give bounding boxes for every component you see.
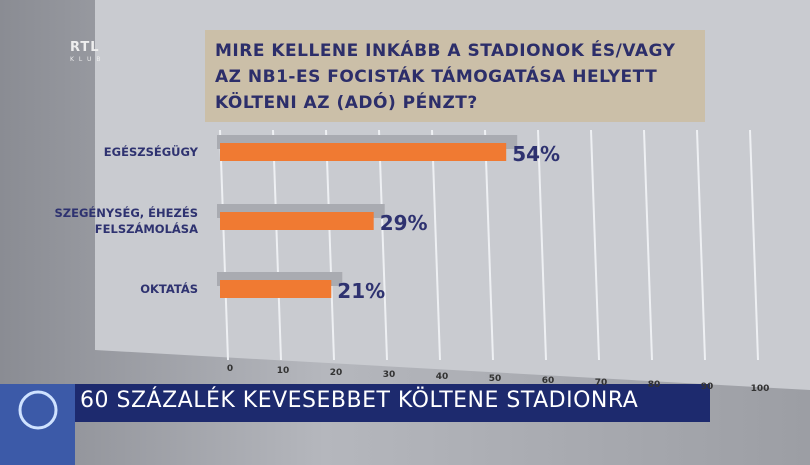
x-tick-label: 90: [700, 382, 714, 392]
channel-logo: [18, 390, 58, 430]
x-tick-label: 10: [276, 366, 290, 376]
x-tick-label: 60: [541, 376, 555, 386]
grid-line: [272, 129, 282, 361]
logo-box: [0, 384, 75, 465]
value-label: 21%: [337, 279, 386, 303]
bar: [220, 212, 374, 230]
grid-line: [696, 129, 706, 361]
x-tick-label: 0: [226, 364, 234, 374]
grid-line: [219, 129, 229, 361]
x-tick-label: 30: [382, 370, 396, 380]
grid-line: [643, 129, 653, 361]
chart-title: MIRE KELLENE INKÁBB A STADIONOK ÉS/VAGY …: [215, 41, 676, 113]
grid-line: [749, 129, 759, 361]
x-tick-label: 70: [594, 378, 608, 388]
x-tick-label: 20: [329, 368, 343, 378]
grid-line: [484, 129, 494, 361]
caption-bar: [0, 384, 710, 422]
logo-text: RTL: [70, 40, 100, 55]
x-tick-label: 50: [488, 374, 502, 384]
category-label: SZEGÉNYSÉG, ÉHEZÉS FELSZÁMOLÁSA: [54, 206, 199, 236]
logo-text: KLUB: [70, 56, 106, 63]
bar: [220, 143, 507, 161]
grid-line: [431, 129, 441, 361]
x-tick-label: 40: [435, 372, 449, 382]
bar: [220, 280, 332, 298]
grid-line: [537, 129, 547, 361]
x-tick-label: 100: [750, 384, 770, 394]
caption: 60 SZÁZALÉK KEVESEBBET KÖLTENE STADIONRA: [80, 388, 639, 413]
category-label: OKTATÁS: [140, 282, 198, 296]
value-label: 29%: [379, 211, 428, 235]
category-label: EGÉSZSÉGÜGY: [103, 145, 198, 159]
x-tick-label: 80: [647, 380, 661, 390]
title-box: [205, 30, 705, 122]
value-label: 54%: [512, 142, 561, 166]
grid-line: [590, 129, 600, 361]
grid-line: [378, 129, 388, 361]
grid-line: [325, 129, 335, 361]
